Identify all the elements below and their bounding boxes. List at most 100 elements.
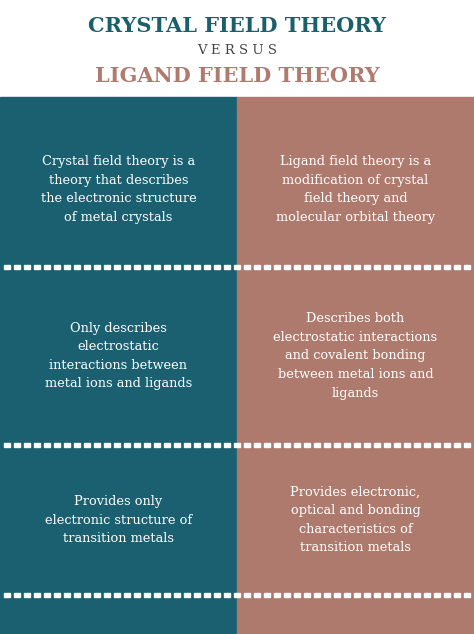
Bar [204,593,210,597]
Bar [264,593,270,597]
Bar [174,443,180,447]
Bar [237,267,474,445]
Bar [124,593,130,597]
Bar [114,593,120,597]
Bar [4,443,10,447]
Bar [234,265,240,269]
Bar [324,443,330,447]
Bar [434,265,440,269]
Bar [237,445,474,595]
Bar [334,265,340,269]
Bar [234,593,240,597]
Bar [334,443,340,447]
Bar [444,593,450,597]
Bar [44,265,50,269]
Bar [374,443,380,447]
Bar [74,593,80,597]
Bar [104,265,110,269]
Text: Only describes
electrostatic
interactions between
metal ions and ligands: Only describes electrostatic interaction… [45,321,192,391]
Text: Provides only
electronic structure of
transition metals: Provides only electronic structure of tr… [45,495,192,545]
Bar [454,593,460,597]
Bar [254,265,260,269]
Bar [304,593,310,597]
Bar [134,265,140,269]
Bar [204,265,210,269]
Bar [64,443,70,447]
Bar [414,265,420,269]
Bar [194,443,200,447]
Bar [344,265,350,269]
Bar [324,265,330,269]
Bar [324,593,330,597]
Bar [154,593,160,597]
Bar [444,443,450,447]
Bar [444,265,450,269]
Bar [264,265,270,269]
Bar [214,265,220,269]
Bar [204,443,210,447]
Bar [304,443,310,447]
Bar [274,265,280,269]
Bar [134,443,140,447]
Bar [0,97,237,112]
Bar [394,593,400,597]
Bar [34,593,40,597]
Bar [237,112,474,267]
Bar [54,265,60,269]
Bar [44,593,50,597]
Text: Provides electronic,
optical and bonding
characteristics of
transition metals: Provides electronic, optical and bonding… [291,486,420,554]
Bar [304,265,310,269]
Bar [344,443,350,447]
Bar [434,593,440,597]
Bar [184,443,190,447]
Bar [104,443,110,447]
Bar [124,265,130,269]
Bar [24,443,30,447]
Bar [0,595,237,634]
Bar [0,445,237,595]
Bar [44,443,50,447]
Bar [334,593,340,597]
Bar [94,265,100,269]
Bar [314,443,320,447]
Bar [414,593,420,597]
Bar [354,265,360,269]
Bar [284,443,290,447]
Bar [184,265,190,269]
Bar [14,443,20,447]
Bar [14,593,20,597]
Bar [214,593,220,597]
Bar [74,265,80,269]
Bar [34,265,40,269]
Bar [454,265,460,269]
Bar [404,443,410,447]
Bar [24,593,30,597]
Bar [404,265,410,269]
Bar [94,593,100,597]
Bar [254,443,260,447]
Bar [454,443,460,447]
Bar [224,443,230,447]
Bar [314,593,320,597]
Bar [384,265,390,269]
Bar [434,443,440,447]
Bar [194,265,200,269]
Bar [394,265,400,269]
Bar [354,593,360,597]
Bar [124,443,130,447]
Bar [384,443,390,447]
Bar [244,593,250,597]
Bar [354,443,360,447]
Bar [154,443,160,447]
Bar [114,443,120,447]
Bar [64,265,70,269]
Bar [194,593,200,597]
Bar [164,593,170,597]
Bar [54,593,60,597]
Bar [254,593,260,597]
Text: Ligand field theory is a
modification of crystal
field theory and
molecular orbi: Ligand field theory is a modification of… [276,155,435,224]
Bar [284,593,290,597]
Bar [0,112,237,267]
Bar [144,265,150,269]
Bar [384,593,390,597]
